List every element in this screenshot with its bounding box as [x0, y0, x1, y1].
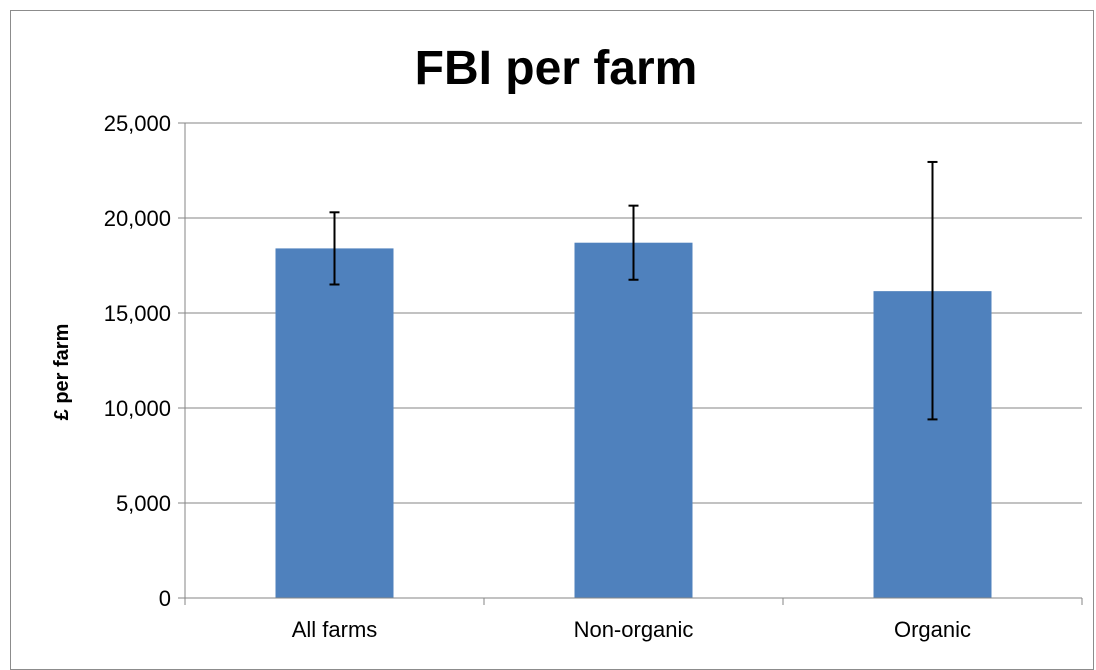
bar-chart: FBI per farm £ per farm 0 5,000 10,000 15,0…: [51, 42, 1083, 642]
x-tick-label: Organic: [894, 617, 971, 642]
y-tick-labels: 0 5,000 10,000 15,000 20,000 25,000: [104, 111, 171, 611]
x-tick-label: Non-organic: [574, 617, 694, 642]
y-tick-label: 5,000: [116, 491, 171, 516]
y-tick-label: 20,000: [104, 206, 171, 231]
bars: [275, 242, 992, 598]
bar-all-farms: [275, 248, 394, 598]
y-tick-label: 10,000: [104, 396, 171, 421]
x-tick-label: All farms: [292, 617, 378, 642]
bar-non-organic: [574, 242, 693, 598]
y-axis-label: £ per farm: [51, 324, 73, 421]
y-tick-label: 0: [159, 586, 171, 611]
chart-title: FBI per farm: [415, 42, 698, 95]
y-tick-label: 15,000: [104, 301, 171, 326]
axes: [184, 123, 1083, 605]
error-bars: [329, 160, 938, 421]
y-tick-label: 25,000: [104, 111, 171, 136]
x-tick-labels: All farms Non-organic Organic: [292, 617, 971, 642]
